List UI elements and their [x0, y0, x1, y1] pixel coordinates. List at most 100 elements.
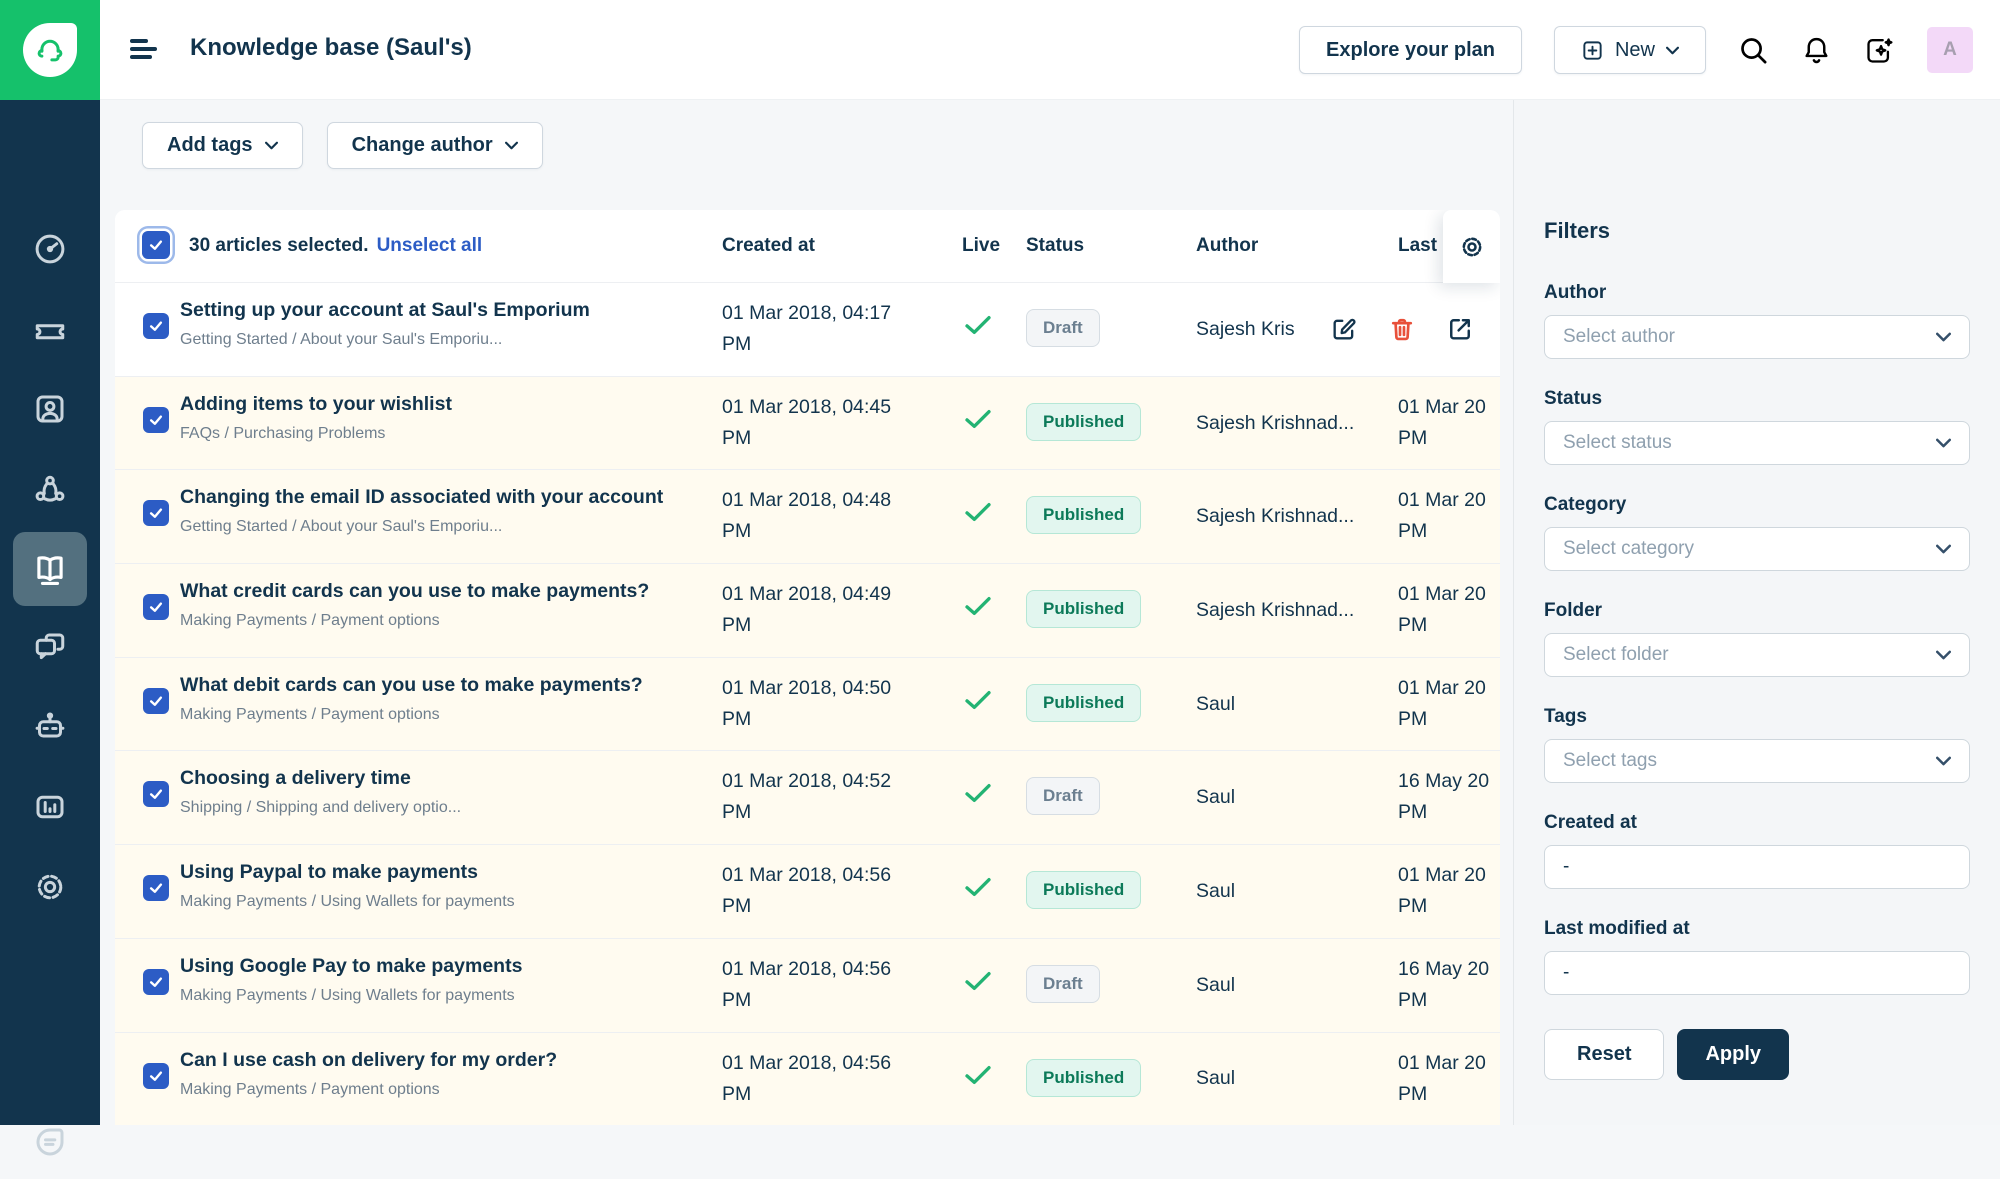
- avatar[interactable]: A: [1927, 27, 1973, 73]
- category-filter-select[interactable]: Select category: [1544, 527, 1970, 571]
- table-row[interactable]: Adding items to your wishlist FAQs / Pur…: [115, 376, 1500, 470]
- author-filter-select[interactable]: Select author: [1544, 315, 1970, 359]
- select-all-checkbox[interactable]: [142, 231, 170, 259]
- tags-filter-select[interactable]: Select tags: [1544, 739, 1970, 783]
- sidebar-item-settings[interactable]: [13, 850, 87, 924]
- table-row[interactable]: Changing the email ID associated with yo…: [115, 469, 1500, 563]
- status-badge: Published: [1026, 590, 1141, 628]
- table-row[interactable]: Setting up your account at Saul's Empori…: [115, 282, 1500, 376]
- analytics-chart-icon: [32, 789, 68, 825]
- delete-article-button[interactable]: [1388, 315, 1416, 343]
- row-checkbox[interactable]: [143, 407, 169, 433]
- sidebar-item-contacts[interactable]: [13, 372, 87, 446]
- sidebar-item-tickets[interactable]: [13, 294, 87, 368]
- column-settings-button[interactable]: [1443, 210, 1500, 283]
- status-filter-select[interactable]: Select status: [1544, 421, 1970, 465]
- reset-button[interactable]: Reset: [1544, 1029, 1664, 1080]
- article-title[interactable]: Setting up your account at Saul's Empori…: [180, 299, 710, 322]
- last-modified-range-input[interactable]: -: [1544, 951, 1970, 995]
- table-row[interactable]: Can I use cash on delivery for my order?…: [115, 1032, 1500, 1126]
- article-title[interactable]: What debit cards can you use to make pay…: [180, 674, 710, 697]
- unselect-all-link[interactable]: Unselect all: [377, 235, 483, 257]
- explore-plan-button[interactable]: Explore your plan: [1299, 26, 1522, 74]
- add-tags-label: Add tags: [167, 134, 253, 157]
- live-check-icon: [964, 782, 992, 809]
- status-badge: Published: [1026, 871, 1141, 909]
- filter-label-tags: Tags: [1544, 706, 1970, 728]
- status-badge: Published: [1026, 1059, 1141, 1097]
- live-check-icon: [964, 314, 992, 341]
- apply-button[interactable]: Apply: [1677, 1029, 1789, 1080]
- author-value: Saul: [1196, 845, 1386, 938]
- live-check-icon: [964, 595, 992, 622]
- add-tags-button[interactable]: Add tags: [142, 122, 303, 169]
- filters-heading: Filters: [1544, 218, 1970, 244]
- author-value: Saul: [1196, 939, 1386, 1032]
- last-modified-value: 01 Mar 20 PM: [1398, 1048, 1496, 1110]
- sidebar-item-conversations[interactable]: [13, 610, 87, 684]
- sidebar-item-analytics[interactable]: [13, 770, 87, 844]
- sidebar-item-dashboard[interactable]: [13, 212, 87, 286]
- notifications-button[interactable]: [1801, 35, 1832, 66]
- row-checkbox[interactable]: [143, 781, 169, 807]
- table-row[interactable]: What credit cards can you use to make pa…: [115, 563, 1500, 657]
- table-row[interactable]: What debit cards can you use to make pay…: [115, 657, 1500, 751]
- page-title: Knowledge base (Saul's): [190, 34, 472, 62]
- table-row[interactable]: Using Paypal to make payments Making Pay…: [115, 844, 1500, 938]
- new-button[interactable]: New: [1554, 26, 1706, 74]
- article-title[interactable]: Choosing a delivery time: [180, 767, 710, 790]
- edit-article-button[interactable]: [1330, 315, 1358, 343]
- row-checkbox[interactable]: [143, 1063, 169, 1089]
- column-header-author: Author: [1196, 210, 1376, 282]
- chevron-down-icon: [265, 141, 278, 150]
- sidebar-toggle-icon[interactable]: [130, 39, 158, 63]
- sidebar-item-knowledge-base[interactable]: [13, 532, 87, 606]
- article-title[interactable]: Using Paypal to make payments: [180, 861, 710, 884]
- external-link-icon: [1446, 315, 1474, 343]
- freddy-ai-sparkle-icon: [1864, 35, 1895, 66]
- bulk-action-bar: Add tags Change author: [142, 122, 543, 169]
- article-category-path: Making Payments / Using Wallets for paym…: [180, 987, 710, 1005]
- row-checkbox[interactable]: [143, 688, 169, 714]
- article-title[interactable]: What credit cards can you use to make pa…: [180, 580, 710, 603]
- row-checkbox[interactable]: [143, 969, 169, 995]
- sidebar-item-bot[interactable]: [13, 690, 87, 764]
- sidebar-item-community[interactable]: [13, 452, 87, 526]
- article-title[interactable]: Can I use cash on delivery for my order?: [180, 1049, 710, 1072]
- chevron-down-icon: [505, 141, 518, 150]
- change-author-button[interactable]: Change author: [327, 122, 543, 169]
- article-title[interactable]: Using Google Pay to make payments: [180, 955, 710, 978]
- search-button[interactable]: [1738, 35, 1769, 66]
- row-checkbox[interactable]: [143, 594, 169, 620]
- created-at-value: 01 Mar 2018, 04:49 PM: [722, 579, 892, 641]
- status-badge: Published: [1026, 684, 1141, 722]
- status-badge: Published: [1026, 496, 1141, 534]
- filter-label-category: Category: [1544, 494, 1970, 516]
- freshworks-logo[interactable]: [0, 0, 100, 100]
- article-title[interactable]: Changing the email ID associated with yo…: [180, 486, 710, 509]
- knowledge-base-book-icon: [32, 551, 68, 587]
- dashboard-gauge-icon: [32, 231, 68, 267]
- author-filter-placeholder: Select author: [1563, 326, 1936, 348]
- last-modified-range-value: -: [1563, 962, 1951, 984]
- change-author-label: Change author: [352, 134, 493, 157]
- table-row[interactable]: Using Google Pay to make payments Making…: [115, 938, 1500, 1032]
- last-modified-value: 01 Mar 20 PM: [1398, 579, 1496, 641]
- chevron-down-icon: [1936, 756, 1951, 766]
- row-checkbox[interactable]: [143, 875, 169, 901]
- row-checkbox[interactable]: [143, 313, 169, 339]
- row-checkbox[interactable]: [143, 500, 169, 526]
- category-filter-placeholder: Select category: [1563, 538, 1936, 560]
- bot-icon: [32, 709, 68, 745]
- filters-panel: Filters Author Select author Status Sele…: [1513, 100, 2000, 1125]
- row-hover-actions: [1295, 283, 1500, 376]
- freddy-ai-button[interactable]: [1864, 35, 1895, 66]
- column-header-status: Status: [1026, 210, 1176, 282]
- folder-filter-select[interactable]: Select folder: [1544, 633, 1970, 677]
- open-article-button[interactable]: [1446, 315, 1474, 343]
- table-row[interactable]: Choosing a delivery time Shipping / Ship…: [115, 750, 1500, 844]
- created-at-range-input[interactable]: -: [1544, 845, 1970, 889]
- sidebar-item-product-switcher[interactable]: [13, 1105, 87, 1179]
- article-title[interactable]: Adding items to your wishlist: [180, 393, 710, 416]
- table-header: 30 articles selected. Unselect all Creat…: [115, 210, 1500, 282]
